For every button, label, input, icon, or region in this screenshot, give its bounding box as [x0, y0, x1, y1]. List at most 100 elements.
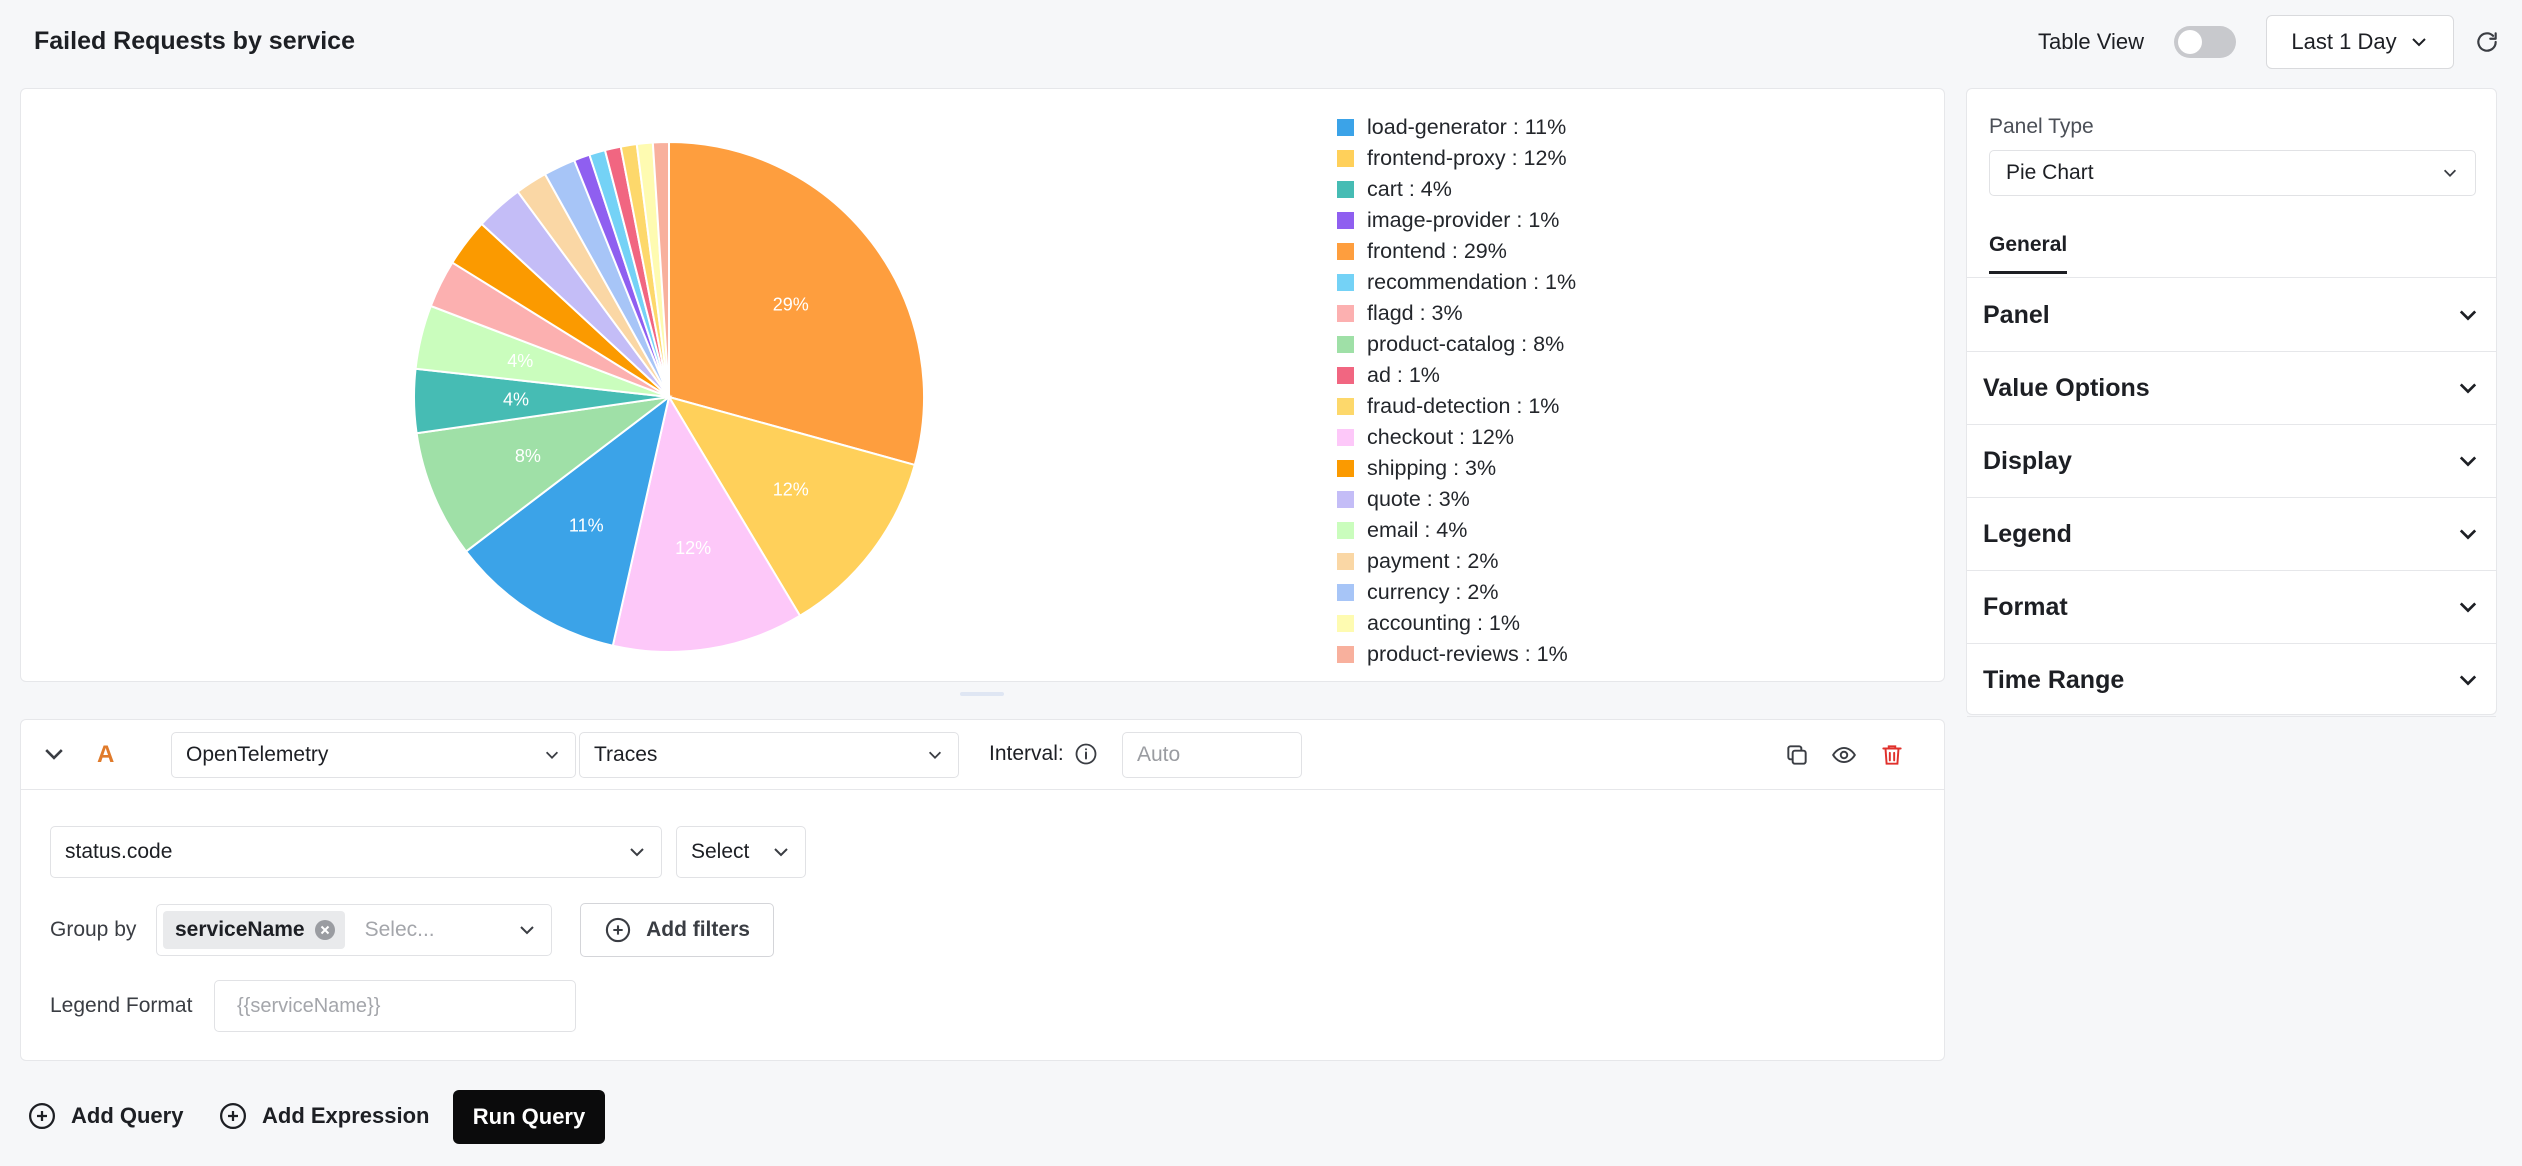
slice-label-load-generator: 11% [569, 516, 604, 536]
legend-label: product-reviews : 1% [1367, 642, 1568, 666]
chart-legend: load-generator : 11% frontend-proxy : 12%… [1337, 112, 1576, 670]
legend-label: load-generator : 11% [1367, 115, 1567, 139]
add-expression-button[interactable]: Add Expression [218, 1097, 429, 1135]
legend-swatch [1337, 584, 1354, 601]
group-by-content: serviceName Selec... [163, 911, 435, 949]
pie-slice-frontend[interactable] [668, 140, 925, 467]
slice-label-checkout: 12% [675, 538, 711, 558]
legend-item-frontend-proxy[interactable]: frontend-proxy : 12% [1337, 143, 1576, 174]
chevron-down-icon [2459, 456, 2477, 467]
chevron-down-icon [2411, 38, 2426, 47]
query-header: A OpenTelemetry Traces Interval: Auto [21, 720, 1944, 790]
legend-label: quote : 3% [1367, 487, 1470, 511]
legend-swatch [1337, 491, 1354, 508]
info-icon [1075, 743, 1097, 765]
legend-item-checkout[interactable]: checkout : 12% [1337, 422, 1576, 453]
plus-circle-icon [220, 1103, 246, 1129]
legend-item-email[interactable]: email : 4% [1337, 515, 1576, 546]
legend-label: frontend-proxy : 12% [1367, 146, 1567, 170]
signal-value: Traces [594, 743, 658, 766]
eye-icon[interactable] [1831, 742, 1857, 768]
group-by-select[interactable]: serviceName Selec... [156, 904, 552, 956]
section-label: Format [1983, 592, 2068, 621]
legend-format-label: Legend Format [50, 994, 193, 1017]
legend-item-cart[interactable]: cart : 4% [1337, 174, 1576, 205]
legend-item-image-provider[interactable]: image-provider : 1% [1337, 205, 1576, 236]
slice-label-email: 4% [507, 351, 533, 371]
legend-swatch [1337, 212, 1354, 229]
legend-label: recommendation : 1% [1367, 270, 1577, 294]
chevron-down-icon [2459, 383, 2477, 394]
pie-slice-product-catalog[interactable] [415, 395, 673, 553]
legend-label: ad : 1% [1367, 363, 1440, 387]
attribute-select[interactable]: status.code [50, 826, 662, 878]
pie-slice-checkout[interactable] [611, 394, 802, 653]
group-by-chip: serviceName [163, 911, 345, 949]
signal-select[interactable]: Traces [579, 732, 959, 778]
legend-item-product-catalog[interactable]: product-catalog : 8% [1337, 329, 1576, 360]
section-format[interactable]: Format [1967, 571, 2496, 644]
legend-item-recommendation[interactable]: recommendation : 1% [1337, 267, 1576, 298]
pie-slice-frontend-proxy[interactable] [666, 395, 917, 618]
slice-label-frontend: 29% [773, 294, 809, 314]
chevron-down-icon [928, 751, 942, 759]
legend-swatch [1337, 367, 1354, 384]
tab-general[interactable]: General [1989, 233, 2068, 274]
legend-label: flagd : 3% [1367, 301, 1463, 325]
run-query-button[interactable]: Run Query [453, 1090, 605, 1144]
chevron-down-icon [2459, 310, 2477, 321]
legend-item-accounting[interactable]: accounting : 1% [1337, 608, 1576, 639]
aggregation-value: Select [691, 840, 750, 863]
legend-item-load-generator[interactable]: load-generator : 11% [1337, 112, 1576, 143]
close-icon[interactable] [313, 918, 337, 942]
legend-label: shipping : 3% [1367, 456, 1497, 480]
interval-input[interactable]: Auto [1122, 732, 1302, 778]
legend-item-fraud-detection[interactable]: fraud-detection : 1% [1337, 391, 1576, 422]
pie-slice-load-generator[interactable] [464, 394, 671, 647]
legend-swatch [1337, 646, 1354, 663]
legend-swatch [1337, 460, 1354, 477]
chevron-down-icon [774, 848, 788, 857]
legend-item-shipping[interactable]: shipping : 3% [1337, 453, 1576, 484]
attribute-value: status.code [65, 840, 173, 863]
resize-handle[interactable] [960, 692, 1004, 696]
add-filters-button[interactable]: Add filters [580, 903, 774, 957]
panel-type-value: Pie Chart [2006, 161, 2094, 184]
table-view-toggle[interactable] [2174, 26, 2236, 58]
legend-swatch [1337, 522, 1354, 539]
trash-icon[interactable] [1879, 742, 1905, 768]
legend-item-currency[interactable]: currency : 2% [1337, 577, 1576, 608]
section-label: Panel [1983, 300, 2050, 329]
legend-label: checkout : 12% [1367, 425, 1515, 449]
data-source-value: OpenTelemetry [186, 743, 329, 766]
aggregation-select[interactable]: Select [676, 826, 806, 878]
legend-swatch [1337, 429, 1354, 446]
data-source-select[interactable]: OpenTelemetry [171, 732, 576, 778]
add-filters-label: Add filters [646, 918, 750, 941]
time-range-button[interactable]: Last 1 Day [2266, 15, 2454, 69]
chevron-down-icon [520, 926, 534, 935]
copy-icon[interactable] [1784, 742, 1810, 768]
legend-swatch [1337, 336, 1354, 353]
add-query-button[interactable]: Add Query [27, 1097, 183, 1135]
legend-item-flagd[interactable]: flagd : 3% [1337, 298, 1576, 329]
legend-item-frontend[interactable]: frontend : 29% [1337, 236, 1576, 267]
section-panel[interactable]: Panel [1967, 279, 2496, 352]
interval-label: Interval: [989, 742, 1064, 765]
section-legend[interactable]: Legend [1967, 498, 2496, 571]
section-display[interactable]: Display [1967, 425, 2496, 498]
legend-item-ad[interactable]: ad : 1% [1337, 360, 1576, 391]
legend-label: product-catalog : 8% [1367, 332, 1565, 356]
section-label: Display [1983, 446, 2072, 475]
panel-type-select[interactable]: Pie Chart [1989, 150, 2476, 196]
pie-slice-product-reviews[interactable] [651, 140, 670, 398]
legend-item-payment[interactable]: payment : 2% [1337, 546, 1576, 577]
collapse-chevron-icon[interactable] [41, 741, 67, 767]
refresh-icon[interactable] [2474, 29, 2500, 55]
section-value-options[interactable]: Value Options [1967, 352, 2496, 425]
chevron-down-icon [2459, 602, 2477, 613]
legend-item-product-reviews[interactable]: product-reviews : 1% [1337, 639, 1576, 670]
legend-format-input[interactable]: {{serviceName}} [214, 980, 576, 1032]
section-time-range[interactable]: Time Range [1967, 644, 2496, 717]
legend-item-quote[interactable]: quote : 3% [1337, 484, 1576, 515]
